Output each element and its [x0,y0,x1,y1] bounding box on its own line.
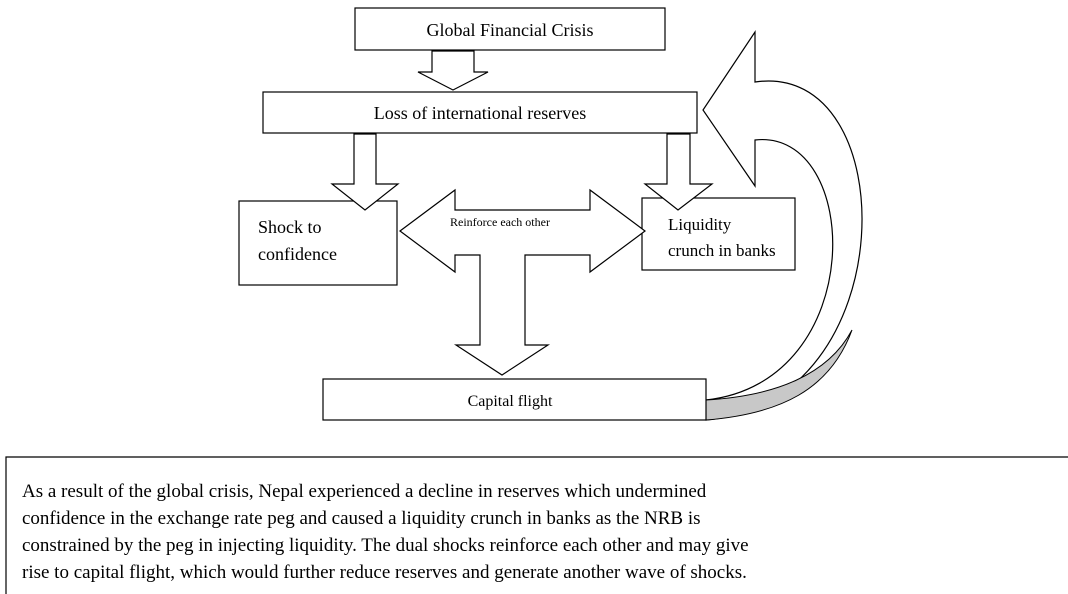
edge-label: Reinforce each other [450,215,550,229]
feedback-arrow-shade [705,329,853,421]
node-label: Capital flight [468,393,553,410]
node-label: Shock to [258,217,322,237]
node-box [262,91,698,134]
node-box [322,378,707,421]
node-box [354,7,666,51]
feedback-arrow [702,30,863,421]
double-arrow [398,188,647,376]
caption-line: As a result of the global crisis, Nepal … [22,481,707,502]
node-label: confidence [258,244,337,264]
caption-line: rise to capital flight, which would furt… [22,562,747,583]
caption-border [5,456,1068,594]
down-arrow [330,133,400,211]
node-box [238,200,398,286]
down-arrow [417,50,489,91]
node-label: crunch in banks [668,241,776,260]
node-label: Liquidity [668,215,732,234]
node-label: Loss of international reserves [374,103,586,123]
down-arrow [643,133,714,211]
caption-line: confidence in the exchange rate peg and … [22,508,701,529]
node-box [641,197,796,271]
caption-line: constrained by the peg in injecting liqu… [22,535,749,556]
node-label: Global Financial Crisis [427,20,594,40]
